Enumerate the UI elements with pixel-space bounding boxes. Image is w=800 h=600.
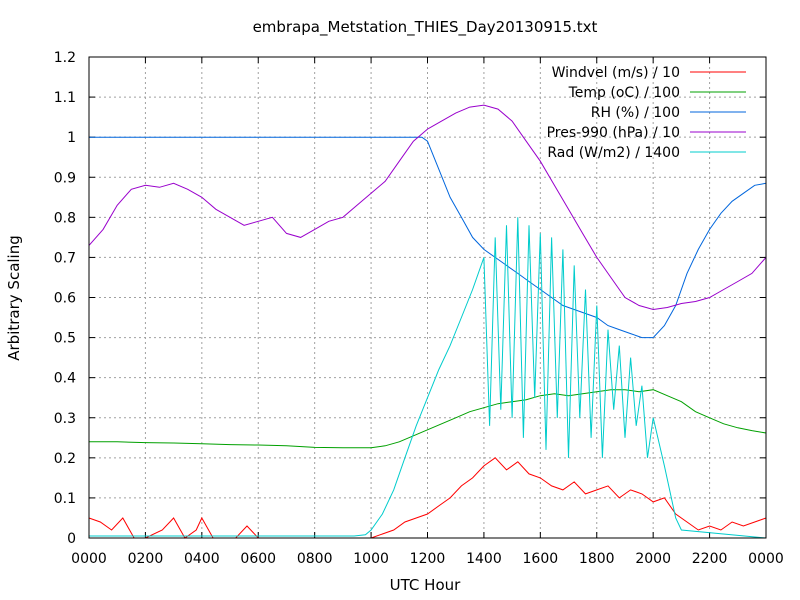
x-tick-label: 0600 (240, 551, 276, 567)
x-axis-label: UTC Hour (390, 576, 461, 594)
y-tick-label: 0.7 (54, 250, 76, 266)
legend-label: Pres-990 (hPa) / 10 (547, 125, 680, 141)
y-tick-label: 0.1 (54, 491, 76, 507)
x-tick-label: 1000 (353, 551, 389, 567)
x-tick-label: 1800 (579, 551, 615, 567)
x-tick-label: 1600 (523, 551, 559, 567)
y-tick-label: 0.9 (54, 170, 76, 186)
y-tick-label: 1 (67, 130, 76, 146)
series-line-2 (89, 389, 767, 449)
series-line-3 (89, 136, 767, 339)
chart-title: embrapa_Metstation_THIES_Day20130915.txt (253, 18, 598, 37)
legend-label: Temp (oC) / 100 (568, 85, 680, 101)
series-line-4 (88, 104, 767, 311)
y-tick-label: 0.5 (54, 331, 76, 347)
legend-label: RH (%) / 100 (591, 105, 680, 121)
x-tick-label: 0200 (128, 551, 164, 567)
axis-ticks: 0 0.1 0.2 0.3 0.4 0.5 0.6 0.7 0.8 0.9 1 1.1 1.2 0000 0… (54, 50, 784, 567)
y-tick-label: 1.2 (54, 50, 76, 66)
y-tick-label: 0.8 (54, 210, 76, 226)
y-tick-label: 0.3 (54, 411, 76, 427)
x-tick-label: 1200 (410, 551, 446, 567)
legend-label: Rad (W/m2) / 1400 (547, 145, 680, 161)
x-tick-label: 0000 (71, 551, 107, 567)
y-tick-label: 1.1 (54, 90, 76, 106)
series-line-1 (88, 457, 767, 539)
x-tick-label: 2200 (692, 551, 728, 567)
y-tick-label: 0.6 (54, 291, 76, 307)
series-line-5 (89, 217, 767, 539)
y-tick-label: 0.2 (54, 451, 76, 467)
plot-frame (88, 56, 767, 539)
y-axis-label: Arbitrary Scaling (5, 235, 23, 361)
x-tick-label: 0800 (297, 551, 333, 567)
x-tick-label: 0000 (748, 551, 784, 567)
x-tick-label: 2000 (635, 551, 671, 567)
y-tick-label: 0 (67, 531, 76, 547)
x-tick-label: 0400 (184, 551, 220, 567)
legend: Windvel (m/s) / 10 Temp (oC) / 100 RH (%) … (547, 65, 746, 161)
x-tick-label: 1400 (466, 551, 502, 567)
y-tick-label: 0.4 (54, 371, 76, 387)
legend-label: Windvel (m/s) / 10 (552, 65, 680, 81)
series-lines (88, 104, 767, 539)
